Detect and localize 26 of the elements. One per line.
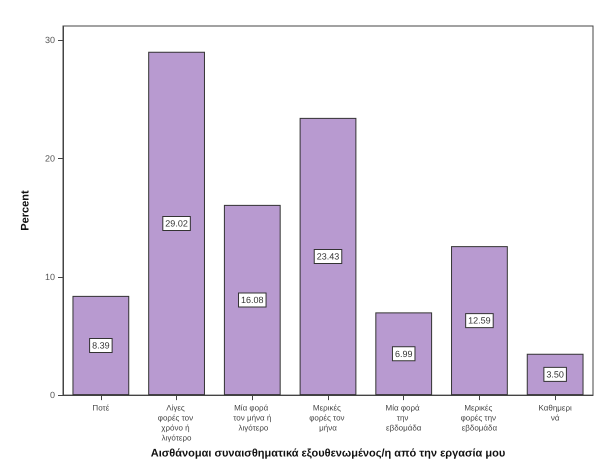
data-label: 3.50 <box>546 369 564 380</box>
x-tick-label: Λίγες φορές τον χρόνο ή λιγότερο <box>158 404 196 443</box>
x-tick-label: Ποτέ <box>92 404 110 413</box>
bar <box>451 246 508 396</box>
data-label: 6.99 <box>394 348 412 359</box>
data-label: 16.08 <box>241 294 264 305</box>
bar <box>224 204 281 396</box>
x-tick-label: Μία φορά τον μήνα ή λιγότερο <box>233 404 272 433</box>
bar <box>148 52 205 396</box>
y-tick-label: 10 <box>44 272 55 282</box>
y-axis-title: Percent <box>20 190 32 231</box>
x-axis-title: Αισθάνομαι συναισθηματικά εξουθενωμένος/η από την εργασία μου <box>150 448 506 460</box>
x-tick-label: Μερικές φορές την εβδομάδα <box>460 404 498 433</box>
bar <box>375 312 432 396</box>
y-tick-label: 20 <box>44 153 55 164</box>
data-label: 12.59 <box>468 316 491 326</box>
data-label: 8.39 <box>92 340 110 350</box>
y-tick-label: 0 <box>50 390 55 400</box>
data-label: 23.43 <box>316 252 340 262</box>
x-tick-label: Μερικές φορές τον μήνα <box>309 404 347 433</box>
data-label: 29.02 <box>165 218 188 228</box>
bar <box>72 296 130 396</box>
y-tick-label: 30 <box>44 35 55 46</box>
bar <box>300 118 356 396</box>
x-tick-label: Καθημερινά <box>538 404 572 423</box>
x-tick-label: Μία φορά την εβδομάδα <box>386 404 422 433</box>
